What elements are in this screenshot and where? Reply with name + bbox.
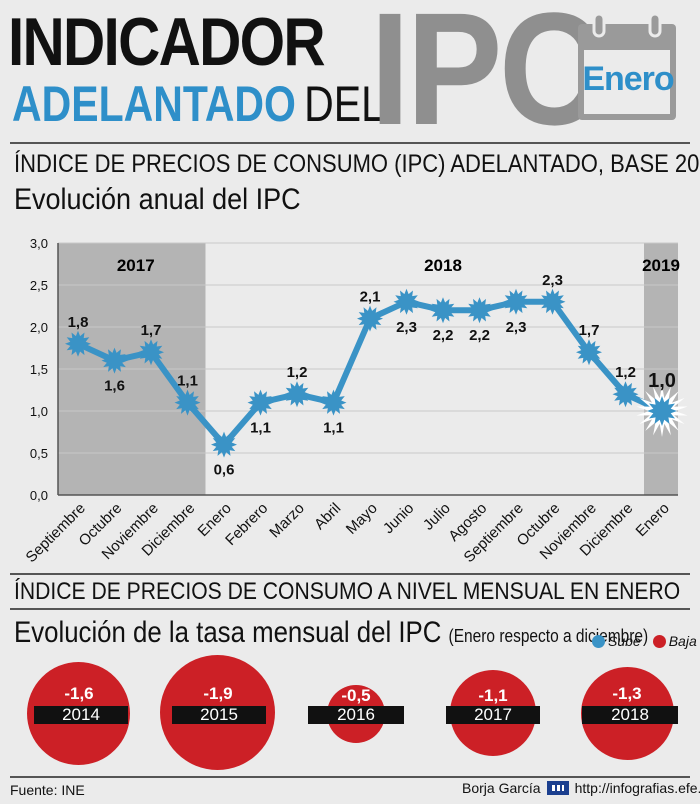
data-label: 2,2 [469,327,490,344]
data-label: 2,3 [396,319,417,336]
x-tick-label: Junio [380,500,417,537]
divider [10,142,690,144]
section1-title: Evolución anual del IPC [14,183,301,216]
legend-up-swatch [592,634,605,648]
data-point [101,347,128,374]
data-point [576,339,602,366]
section2-title-text: Evolución de la tasa mensual del IPC [14,616,442,649]
data-label: 2,2 [433,327,454,344]
data-point [320,389,347,416]
data-point [247,389,274,416]
data-point [284,381,310,408]
data-label: 2,3 [506,319,527,336]
legend: Sube Baja [592,633,697,649]
section2-title: Evolución de la tasa mensual del IPC (En… [14,616,648,650]
data-label: 1,1 [177,373,198,390]
divider [10,608,690,610]
year-label-2017: 2017 [117,256,155,275]
y-tick-label: 0,5 [30,446,48,461]
y-tick-label: 2,0 [30,320,48,335]
author: Borja García [462,780,541,796]
data-point [647,396,677,426]
year-label-2018: 2018 [424,256,462,275]
y-tick-label: 0,0 [30,488,48,503]
efe-logo-icon [546,781,569,795]
divider [10,573,690,575]
source-url[interactable]: http://infografias.efe.com [574,780,700,796]
y-tick-label: 1,5 [30,362,48,377]
divider [10,776,690,778]
legend-down-swatch [652,634,666,648]
data-point [174,389,201,416]
data-point [503,288,529,315]
calendar-icon [578,12,676,120]
data-point [612,381,639,408]
x-tick-label: Abril [311,500,344,533]
data-point [211,431,237,458]
calendar-month: Enero [582,60,674,98]
headline-blue-word: ADELANTADO [12,76,296,132]
bubble-year-2014: 2014 [34,706,128,724]
data-label: 2,3 [542,272,563,289]
data-point [430,297,456,324]
legend-down-label: Baja [668,633,697,649]
credit: Borja García http://infografias.efe.com [462,780,700,796]
headline-indicador: INDICADOR [8,4,326,80]
bubble-value-2016: -0,5 [341,686,371,705]
data-point [357,305,383,332]
data-label: 2,1 [360,289,381,306]
data-label: 1,8 [68,314,89,331]
y-tick-label: 2,5 [30,278,48,293]
y-tick-label: 1,0 [30,404,48,419]
bubble-value-2015: -1,9 [203,684,233,703]
x-tick-label: Marzo [266,500,307,541]
bubble-value-2018: -1,3 [612,684,642,703]
bubble-year-2017: 2017 [446,706,540,724]
data-label: 1,1 [250,420,271,437]
data-label: 0,6 [214,462,235,479]
headline-del-word: DEL [304,76,384,132]
data-label: 1,7 [579,322,600,339]
data-point [393,288,420,315]
bubble-value-2017: -1,1 [478,686,508,705]
data-label: 1,7 [141,322,162,339]
bubble-year-2015: 2015 [172,706,266,724]
section2-subtitle: ÍNDICE DE PRECIOS DE CONSUMO A NIVEL MEN… [14,578,681,605]
bubble-year-2016: 2016 [308,706,404,724]
data-point [466,297,493,324]
data-point [539,288,566,315]
data-label: 1,2 [287,364,308,381]
data-label: 1,6 [104,378,125,395]
data-label: 1,1 [323,420,344,437]
bubble-year-2018: 2018 [582,706,678,724]
legend-up-label: Sube [608,633,641,649]
y-tick-label: 3,0 [30,236,48,251]
x-tick-label: Mayo [343,500,381,538]
source: Fuente: INE [10,782,85,798]
data-label: 1,2 [615,364,636,381]
data-point [65,330,91,357]
bubble-value-2014: -1,6 [64,684,94,703]
data-label: 1,0 [648,370,676,392]
ipc-line-chart: 0,0 0,5 1,0 1,5 2,0 2,5 3,0 2017 2018 2019 1,8 1,… [23,236,688,566]
section1-subtitle: ÍNDICE DE PRECIOS DE CONSUMO (IPC) ADELA… [14,150,700,178]
data-point [138,339,164,366]
x-tick-label: Enero [633,500,673,540]
year-label-2019: 2019 [642,256,680,275]
headline-ipc: IPC [370,0,603,158]
headline-adelantado: ADELANTADO DEL [12,72,384,136]
